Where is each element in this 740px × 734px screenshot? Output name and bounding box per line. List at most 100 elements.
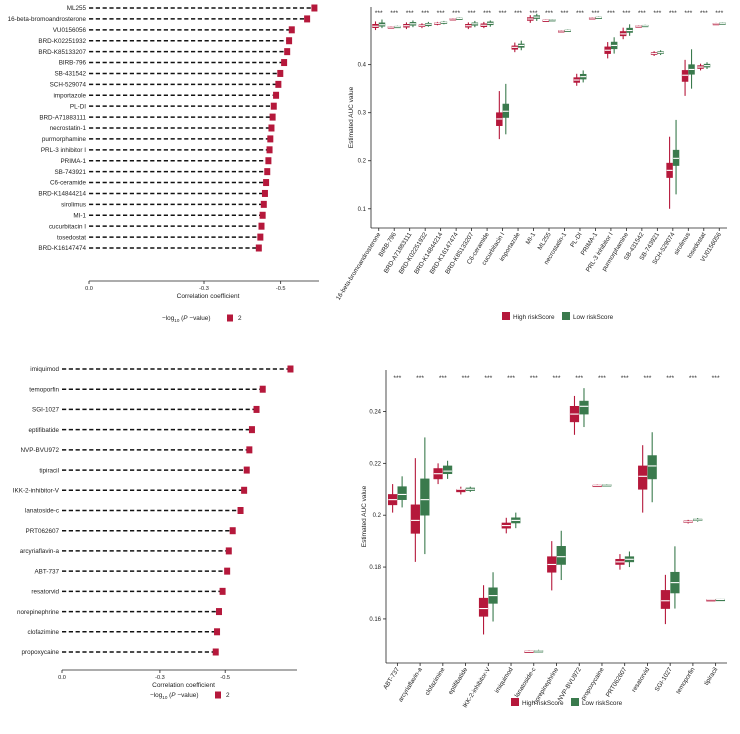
- significance-marker: ***: [700, 10, 708, 17]
- significance-marker: ***: [375, 10, 383, 17]
- x-tick-label: 16-beta-bromoandrosterone: [335, 231, 383, 302]
- drug-label: VU0156056: [53, 27, 87, 34]
- x-tick-label: ABT-737: [382, 666, 401, 691]
- box-body: [410, 504, 420, 534]
- x-tick-label: propoxycaine: [580, 666, 606, 702]
- legend-label-low: Low riskScore: [573, 314, 614, 321]
- correlation-point: [224, 567, 231, 575]
- legend-title-part: (: [179, 315, 184, 322]
- drug-label: resatorvid: [31, 589, 59, 596]
- significance-marker: ***: [638, 10, 646, 17]
- correlation-point: [215, 608, 222, 616]
- correlation-point: [237, 507, 244, 514]
- y-axis-title: Estimated AUC value: [361, 485, 368, 547]
- significance-marker: ***: [439, 375, 447, 382]
- correlation-point: [311, 4, 318, 12]
- legend-title-part: −value): [188, 315, 211, 322]
- x-tick-label: -0.5: [220, 675, 230, 681]
- box-body: [556, 546, 566, 565]
- correlation-point: [259, 385, 266, 393]
- drug-label: 16-beta-bromoandrosterone: [8, 16, 87, 23]
- y-tick-label: 0.2: [358, 159, 367, 165]
- x-tick-label: tipiracil: [703, 666, 719, 686]
- significance-marker: ***: [390, 10, 398, 17]
- x-tick-label: 0.0: [85, 286, 93, 292]
- correlation-point: [270, 102, 277, 110]
- correlation-point: [277, 69, 284, 77]
- drug-label: BRD-A71883111: [39, 114, 86, 121]
- y-tick-label: 0.2: [373, 513, 382, 519]
- drug-label: temoporfin: [29, 386, 59, 393]
- correlation-point: [243, 466, 250, 474]
- x-tick-label: resatorvid: [631, 666, 652, 694]
- significance-marker: ***: [689, 375, 697, 382]
- x-axis-title: Correlation coefficient: [177, 293, 240, 300]
- correlation-point: [212, 648, 219, 656]
- x-tick-label: -0.3: [155, 675, 165, 681]
- drug-label: clofazimine: [28, 629, 60, 636]
- significance-marker: ***: [622, 10, 630, 17]
- drug-label: SB-743921: [54, 169, 86, 176]
- significance-marker: ***: [669, 10, 677, 17]
- legend-title-part: −value): [176, 692, 199, 699]
- correlation-point: [259, 211, 266, 219]
- legend-key: [227, 314, 233, 322]
- x-tick-label: PL-DI: [569, 231, 584, 249]
- correlation-point: [258, 222, 265, 230]
- drug-label: propoxycaine: [22, 649, 60, 656]
- drug-label: lanatoside-c: [25, 508, 59, 515]
- x-tick-label: MI-1: [525, 231, 538, 246]
- drug-label: arcyriaflavin-a: [20, 548, 60, 555]
- x-tick-label: temoporfin: [675, 666, 697, 695]
- drug-label: purmorphamine: [42, 136, 87, 143]
- correlation-point: [263, 179, 270, 187]
- significance-marker: ***: [530, 375, 538, 382]
- drug-label: IKK-2-inhibitor-V: [13, 487, 60, 494]
- significance-marker: ***: [715, 10, 723, 17]
- significance-marker: ***: [393, 375, 401, 382]
- y-tick-label: 0.1: [358, 207, 367, 213]
- x-tick-label: PRT062607: [605, 666, 629, 699]
- correlation-point: [241, 486, 248, 494]
- drug-label: NVP-BVU972: [21, 447, 60, 454]
- significance-marker: ***: [545, 10, 553, 17]
- legend-title-italic: P: [183, 315, 188, 322]
- legend-title-italic: P: [171, 692, 176, 699]
- significance-marker: ***: [437, 10, 445, 17]
- legend-key-low: [571, 698, 579, 706]
- drug-label: imiquimod: [30, 366, 59, 373]
- significance-marker: ***: [553, 375, 561, 382]
- significance-marker: ***: [468, 10, 476, 17]
- x-tick-label: clofazimine: [424, 666, 447, 697]
- correlation-point: [286, 37, 293, 45]
- box-body: [420, 478, 430, 516]
- legend-label-high: High riskScore: [513, 314, 555, 321]
- x-tick-label: eptifibatide: [447, 666, 469, 696]
- drug-label: BRD-K16147474: [38, 245, 86, 252]
- significance-marker: ***: [575, 375, 583, 382]
- y-tick-label: 0.22: [369, 461, 381, 467]
- correlation-point: [266, 146, 273, 154]
- significance-marker: ***: [712, 375, 720, 382]
- correlation-point: [257, 233, 264, 241]
- y-tick-label: 0.24: [369, 409, 381, 415]
- correlation-point: [255, 244, 262, 252]
- drug-label: PL-DI: [70, 103, 86, 110]
- significance-marker: ***: [666, 375, 674, 382]
- legend-title-part: (: [167, 692, 172, 699]
- correlation-point: [269, 113, 276, 121]
- correlation-point: [219, 587, 226, 595]
- correlation-point: [264, 168, 271, 176]
- box-body: [397, 486, 407, 500]
- correlation-point: [267, 135, 274, 143]
- correlation-point: [265, 157, 272, 165]
- legend-value: 2: [226, 692, 230, 699]
- legend-key-low: [562, 312, 570, 320]
- x-axis-title: Correlation coefficient: [152, 682, 215, 689]
- correlation-point: [284, 48, 291, 56]
- significance-marker: ***: [499, 10, 507, 17]
- box-body: [681, 70, 689, 82]
- drug-label: SCH-529074: [50, 82, 87, 89]
- legend-title-subscript: 10: [174, 318, 180, 323]
